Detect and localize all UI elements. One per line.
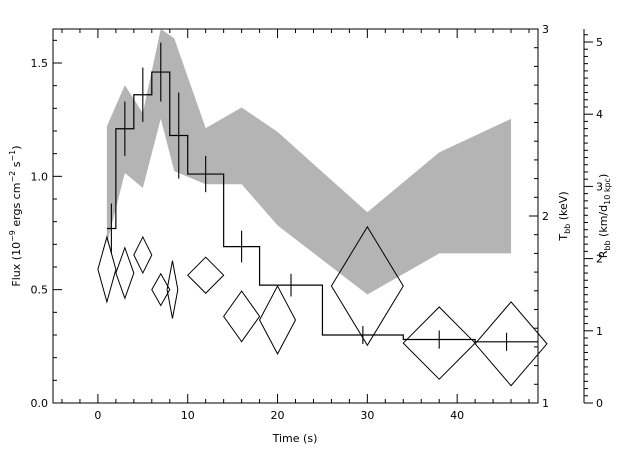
radius-title-sub: bb: [603, 240, 612, 250]
radius-diamond: [97, 235, 117, 304]
radius-tick-label: 2: [596, 253, 603, 266]
x-tick-label: 30: [360, 409, 374, 422]
flux-title-mid: ergs cm: [10, 183, 23, 231]
radius-tick-label: 3: [596, 180, 603, 193]
radius-diamond: [166, 260, 179, 319]
radius-title-end: ): [597, 174, 610, 178]
flux-histogram-layer: [106, 42, 538, 351]
temperature-band: [106, 29, 512, 295]
radius-diamond: [259, 284, 297, 355]
temperature-tick-label: 1: [542, 397, 549, 410]
temperature-axis-title: Tbb (keV): [557, 191, 572, 241]
temp-title-main: T: [557, 234, 570, 242]
radius-tick-label: 4: [596, 108, 603, 121]
radius-diamond-layer: [97, 225, 548, 387]
flux-tick-label: 1.5: [31, 57, 49, 70]
temp-title-sub: bb: [563, 224, 572, 234]
radius-diamond: [330, 225, 404, 347]
radius-diamond: [115, 246, 135, 300]
flux-tick-label: 0.0: [31, 397, 49, 410]
x-tick-label: 40: [450, 409, 464, 422]
radius-diamond: [187, 256, 225, 294]
temperature-band-layer: [106, 29, 512, 295]
x-axis-title: Time (s): [272, 432, 318, 445]
flux-title-sup1: −9: [8, 230, 17, 242]
radius-diamond: [223, 290, 261, 343]
flux-tick-label: 0.5: [31, 284, 49, 297]
radius-axis-title: Rbb (km/d10 kpc): [597, 174, 612, 259]
radius-diamond: [151, 272, 171, 307]
radius-tick-label: 1: [596, 325, 603, 338]
radius-title-sub2: 10 kpc: [603, 178, 612, 205]
radius-title-mid: (km/d: [597, 205, 610, 241]
radius-tick-label: 5: [596, 36, 603, 49]
flux-title-sup3: −1: [8, 150, 17, 162]
flux-title-mid2: s: [10, 161, 23, 170]
temperature-tick-label: 2: [542, 210, 549, 223]
x-tick-label: 10: [181, 409, 195, 422]
flux-title-sup2: −2: [8, 171, 17, 183]
radius-diamond: [133, 235, 153, 275]
temp-title-end: (keV): [557, 191, 570, 223]
temperature-tick-label: 3: [542, 23, 549, 36]
radius-diamond: [474, 301, 548, 387]
radius-tick-label: 0: [596, 397, 603, 410]
flux-title-main: Flux (10: [10, 242, 23, 287]
flux-axis-title: Flux (10−9 ergs cm−2 s−1): [8, 145, 23, 286]
flux-tick-label: 1.0: [31, 170, 49, 183]
flux-title-end: ): [10, 145, 23, 149]
axis-ticks: [53, 28, 593, 404]
x-tick-label: 0: [94, 409, 101, 422]
radius-title-main: R: [597, 250, 610, 258]
x-tick-label: 20: [271, 409, 285, 422]
